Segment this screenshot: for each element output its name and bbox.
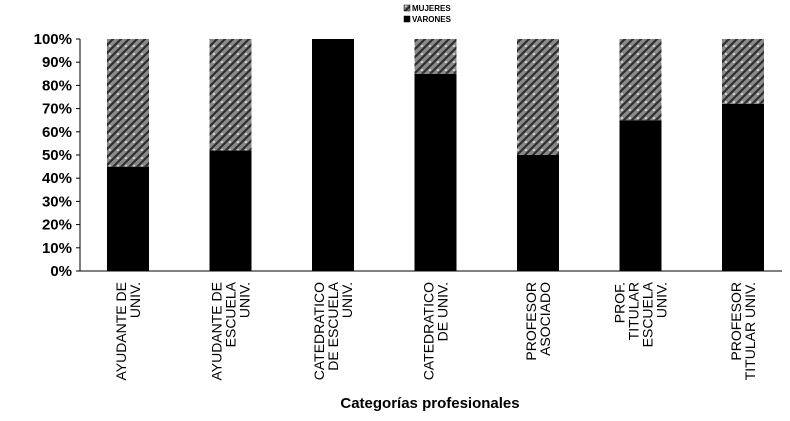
x-tick-label-line: TITULAR (626, 282, 642, 340)
bar-mujeres-4 (414, 39, 457, 74)
y-tick-label: 10% (42, 240, 72, 257)
legend-label-varones: VARONES (412, 15, 452, 24)
bar-varones-2 (209, 150, 252, 271)
y-tick-label: 90% (42, 54, 72, 71)
bars (107, 39, 764, 272)
bar-mujeres-5 (517, 39, 559, 155)
legend-swatch-varones (403, 15, 411, 23)
x-tick-label-line: CATEDRATICO (311, 282, 327, 380)
bar-varones-1 (107, 166, 149, 271)
bar-varones-3 (312, 39, 354, 271)
legend-swatch-mujeres (403, 4, 411, 12)
x-tick-label-line: AYUDANTE DE (113, 282, 129, 381)
bar-varones-7 (722, 103, 764, 272)
x-tick-label-line: UNIV. (339, 282, 355, 318)
x-tick-label-line: PROF. (612, 282, 628, 323)
x-tick-label-line: ASOCIADO (537, 282, 553, 356)
x-tick-label-line: PROFESOR (728, 282, 744, 361)
y-tick-label: 60% (42, 124, 72, 141)
bar-varones-4 (414, 73, 457, 271)
bar-mujeres-1 (107, 39, 149, 167)
y-tick-label: 40% (42, 170, 72, 187)
y-tick-label: 70% (42, 101, 72, 118)
y-tick-label: 30% (42, 193, 72, 210)
x-tick-label-line: CATEDRATICO (421, 282, 437, 380)
y-tick-label: 100% (34, 31, 72, 48)
bar-mujeres-6 (619, 39, 662, 121)
x-tick-label-line: UNIV. (237, 282, 253, 318)
legend: MUJERES VARONES (403, 4, 452, 24)
x-tick-label-line: AYUDANTE DE (209, 282, 225, 381)
x-axis-title: Categorías profesionales (340, 395, 519, 412)
x-tick-label-line: UNIV. (127, 282, 143, 318)
axes: 0% 10% 20% 30% 40% 50% 60% 70% 80% 90% 100% (34, 31, 782, 280)
y-tick-label: 0% (50, 263, 72, 280)
x-tick-label-line: UNIV. (654, 282, 670, 318)
bar-varones-5 (517, 155, 559, 271)
x-tick-label-line: PROFESOR (523, 282, 539, 361)
x-tick-label-line: ESCUELA (640, 281, 656, 347)
x-tick-label-line: DE UNIV. (435, 282, 451, 341)
bar-mujeres-7 (722, 39, 764, 104)
x-tick-label-line: ESCUELA (223, 281, 239, 347)
y-tick-label: 20% (42, 217, 72, 234)
legend-label-mujeres: MUJERES (412, 4, 451, 13)
bar-varones-6 (619, 120, 662, 271)
x-tick-label-line: TITULAR UNIV. (742, 282, 758, 380)
bar-mujeres-2 (209, 39, 252, 151)
x-tick-label-line: DE ESCUELA (325, 281, 341, 370)
y-tick-label: 80% (42, 77, 72, 94)
y-tick-label: 50% (42, 147, 72, 164)
